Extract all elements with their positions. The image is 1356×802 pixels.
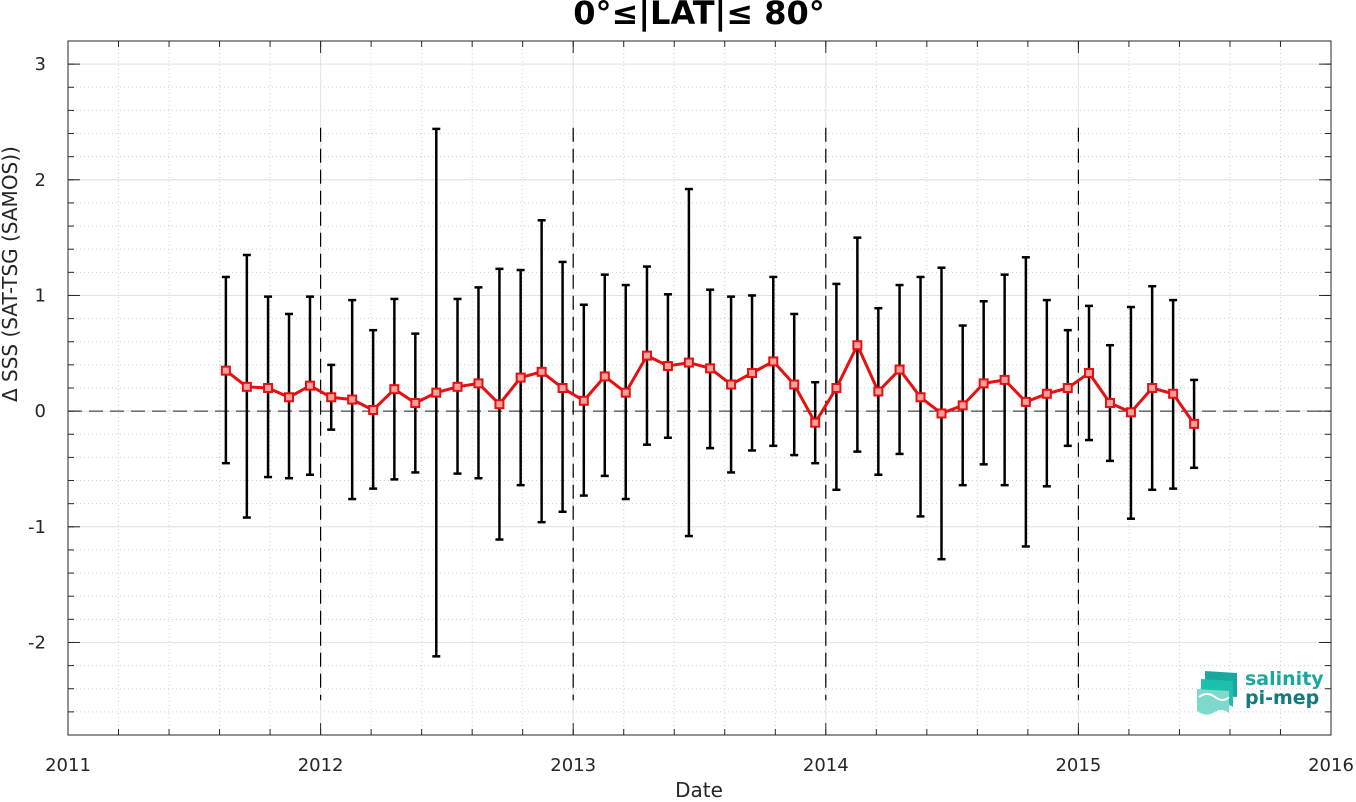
data-point-marker: [1062, 383, 1073, 393]
data-point-marker: [620, 387, 631, 398]
data-point-marker: [220, 365, 231, 376]
data-point-marker: [536, 366, 547, 377]
data-point-marker: [768, 356, 779, 367]
data-point-marker: [284, 392, 295, 403]
data-point-marker: [726, 379, 737, 390]
x-tick-label: 2014: [803, 755, 849, 776]
data-point-marker: [326, 392, 337, 403]
data-point-marker: [662, 361, 673, 372]
x-tick-label: 2016: [1308, 755, 1354, 776]
y-tick-label: 0: [35, 401, 46, 422]
data-point-marker: [494, 399, 505, 410]
y-tick-label: -1: [28, 517, 46, 538]
data-point-marker: [873, 386, 884, 397]
data-point-marker: [831, 383, 842, 393]
y-tick-label: 3: [35, 54, 46, 75]
x-tick-labels: 2011 2012 2013 2014 2015 2016: [45, 755, 1354, 776]
x-tick-label: 2012: [298, 755, 344, 776]
data-point-marker: [789, 379, 800, 390]
data-point-marker: [894, 364, 905, 375]
y-tick-label: -2: [28, 632, 46, 653]
data-point-marker: [515, 372, 526, 383]
data-point-marker: [957, 400, 968, 411]
data-point-marker: [599, 371, 610, 382]
logo-text-salinity: salinity: [1245, 668, 1324, 690]
data-point-marker: [1189, 418, 1200, 429]
data-point-marker: [810, 417, 821, 428]
axes: [67, 40, 1332, 736]
data-point-marker: [368, 404, 379, 415]
data-point-marker: [641, 350, 652, 361]
data-point-marker: [978, 378, 989, 389]
data-point-marker: [747, 367, 758, 378]
data-point-marker: [1020, 396, 1031, 407]
data-markers: [220, 340, 1200, 429]
data-point-marker: [241, 381, 252, 392]
data-point-marker: [578, 395, 589, 406]
x-axis-label: Date: [675, 778, 723, 802]
data-point-marker: [431, 387, 442, 398]
data-point-marker: [683, 357, 694, 368]
data-point-marker: [410, 398, 421, 409]
logo-text-pi-mep: pi-mep: [1245, 687, 1320, 709]
data-point-marker: [915, 392, 926, 403]
x-tick-label: 2015: [1055, 755, 1101, 776]
data-point-marker: [557, 383, 568, 393]
data-point-marker: [999, 374, 1010, 385]
data-point-marker: [852, 340, 863, 351]
data-point-marker: [1084, 367, 1095, 378]
y-tick-label: 2: [35, 170, 46, 191]
data-point-marker: [1168, 388, 1179, 399]
data-point-marker: [304, 380, 315, 391]
data-point-marker: [389, 384, 400, 395]
data-point-marker: [452, 381, 463, 392]
year-separators: [320, 127, 1080, 701]
data-point-marker: [1125, 407, 1136, 418]
y-tick-labels: -2 -1 0 1 2 3: [28, 54, 46, 653]
data-point-marker: [705, 363, 716, 374]
data-point-marker: [347, 394, 358, 405]
data-point-marker: [936, 408, 947, 419]
y-axis-label: Δ SSS (SAT-TSG (SAMOS)): [0, 146, 22, 402]
chart-title: 0°≤|LAT|≤ 80°: [573, 0, 825, 32]
salinity-pi-mep-logo: salinity pi-mep: [1195, 667, 1325, 717]
data-point-marker: [1147, 383, 1158, 393]
data-point-marker: [263, 383, 274, 393]
x-tick-label: 2013: [550, 755, 596, 776]
data-point-marker: [1104, 398, 1115, 409]
data-point-marker: [1041, 388, 1052, 399]
x-tick-label: 2011: [45, 755, 91, 776]
data-point-marker: [473, 378, 484, 389]
salinity-waves-icon: [1197, 671, 1237, 715]
y-tick-label: 1: [35, 285, 46, 306]
